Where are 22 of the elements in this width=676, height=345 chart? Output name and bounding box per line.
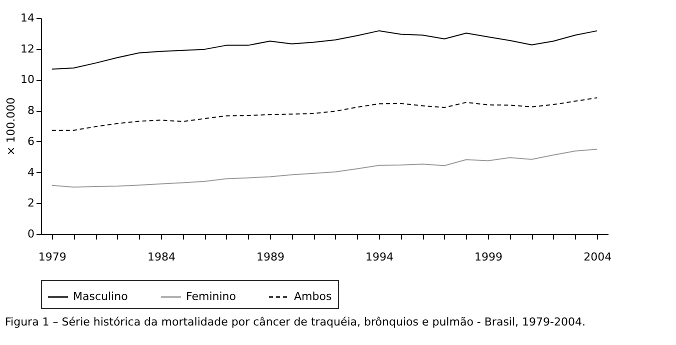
legend-label: Feminino <box>186 290 236 303</box>
x-tick-label: 2004 <box>584 250 612 264</box>
text: Figura 1 – Série histórica da mortalidade por câncer de traquéia, brônquios e pulmão - Brasil, 1979-2004. <box>5 316 586 328</box>
line-series <box>51 148 598 188</box>
x-tick-label: 1989 <box>256 250 284 264</box>
x-tick-label: 1999 <box>474 250 503 264</box>
y-tick-label: 2 <box>28 196 34 210</box>
y-tick-label: 14 <box>20 12 34 24</box>
legend-label: Ambos <box>294 290 332 303</box>
x-tick-label: 1994 <box>366 250 394 264</box>
x-tick-label: 1979 <box>38 250 66 264</box>
y-tick-label: 8 <box>28 104 34 118</box>
y-tick-label: 4 <box>28 166 34 179</box>
line-series <box>51 30 598 70</box>
y-tick-label: 12 <box>20 42 34 56</box>
legend-label: Masculino <box>73 290 128 303</box>
y-tick-label: 6 <box>28 134 34 148</box>
y-tick-label: 0 <box>28 228 34 240</box>
y-axis-title: × 100.000 <box>4 97 18 156</box>
y-tick-label: 10 <box>20 73 34 86</box>
line-series <box>51 97 598 131</box>
x-tick-label: 1984 <box>147 250 176 264</box>
